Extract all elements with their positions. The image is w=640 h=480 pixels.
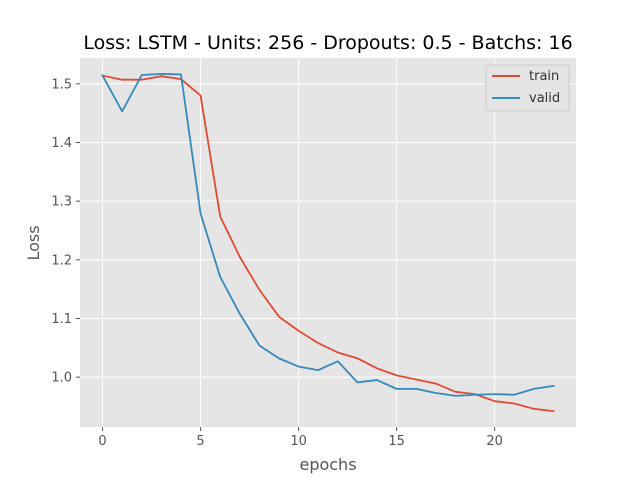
plot-area bbox=[80, 58, 576, 427]
y-ticks: 1.0 1.1 1.2 1.3 1.4 1.5 bbox=[51, 77, 80, 386]
legend: train valid bbox=[485, 64, 570, 112]
series-line-valid bbox=[101, 72, 555, 397]
chart-title: Loss: LSTM - Units: 256 - Dropouts: 0.5 … bbox=[83, 32, 572, 54]
legend-label-valid: valid bbox=[529, 91, 560, 106]
y-tick-label: 1.4 bbox=[51, 136, 72, 151]
y-tick-label: 1.1 bbox=[51, 312, 72, 327]
series-layer bbox=[101, 72, 555, 413]
x-tick-label: 0 bbox=[98, 434, 106, 449]
x-tick-label: 10 bbox=[290, 434, 307, 449]
x-tick-label: 5 bbox=[196, 434, 204, 449]
y-tick-label: 1.3 bbox=[51, 195, 72, 210]
x-tick-label: 20 bbox=[486, 434, 503, 449]
y-tick-label: 1.5 bbox=[51, 77, 72, 92]
y-tick-label: 1.2 bbox=[51, 253, 72, 268]
y-axis-label: Loss bbox=[24, 225, 43, 260]
x-ticks: 0 5 10 15 20 bbox=[98, 427, 503, 449]
x-tick-label: 15 bbox=[388, 434, 405, 449]
legend-label-train: train bbox=[529, 69, 559, 84]
y-tick-label: 1.0 bbox=[51, 371, 72, 386]
x-axis-label: epochs bbox=[299, 455, 356, 474]
